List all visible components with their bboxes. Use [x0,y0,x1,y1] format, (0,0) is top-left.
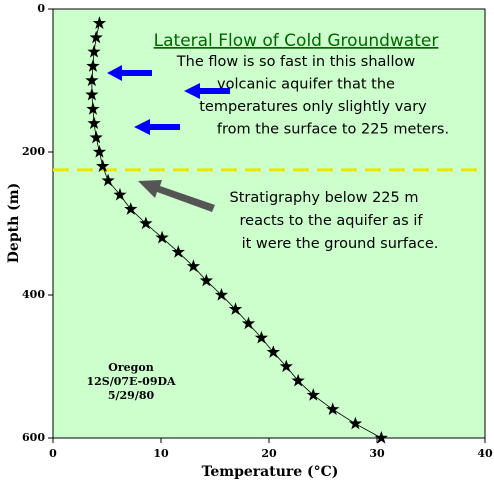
arrow [134,119,180,135]
data-point [326,402,340,416]
y-tick-label: 600 [22,431,45,444]
annotation: reacts to the aquifer as if [240,213,424,229]
arrow [107,65,152,81]
data-point [85,87,99,101]
data-point [89,130,103,144]
data-point [254,330,269,344]
data-point [113,187,127,201]
location-label: 12S/07E-09DA [86,375,176,388]
data-point [86,102,100,115]
data-point [306,388,320,401]
data-point [374,431,388,444]
data-point [228,302,243,315]
data-point [199,273,214,287]
plot-area [52,8,486,439]
annotation: The flow is so fast in this shallow [176,54,416,70]
data-point [92,145,107,158]
annotation: Stratigraphy below 225 m [230,190,419,206]
arrow [184,83,230,99]
x-tick-label: 20 [261,447,277,460]
x-tick-label: 30 [369,447,385,460]
data-point [96,159,110,172]
annotation: volcanic aquifer that the [217,77,395,93]
location-label: Oregon [108,361,153,374]
data-point [348,416,363,430]
data-point [87,44,101,58]
data-point [92,16,107,29]
arrow [138,180,215,212]
data-point [87,116,101,130]
data-point [241,316,256,330]
data-point [171,245,185,258]
data-point [266,345,280,358]
data-point [186,259,201,273]
data-point [291,373,305,387]
data-point [124,202,138,215]
data-point [101,173,115,187]
y-tick-label: 400 [22,288,45,301]
data-point [85,73,99,87]
data-point [86,59,100,72]
x-axis-label: Temperature (°C) [202,464,339,480]
data-point [139,216,153,230]
x-tick-label: 40 [477,447,493,460]
annotation: it were the ground surface. [242,236,439,252]
data-point [279,359,293,373]
x-tick-label: 0 [49,447,57,460]
data-point [155,230,169,244]
chart-title: Lateral Flow of Cold Groundwater [154,31,439,51]
annotation: temperatures only slightly vary [199,99,427,115]
arrows [107,65,230,212]
x-tick-label: 10 [153,447,169,460]
annotation: from the surface to 225 meters. [217,122,449,138]
y-tick-label: 0 [37,2,45,15]
data-point [89,30,103,44]
y-tick-label: 200 [22,145,45,158]
location-label: 5/29/80 [108,389,155,402]
data-point [214,288,229,301]
y-axis-label: Depth (m) [6,183,22,263]
